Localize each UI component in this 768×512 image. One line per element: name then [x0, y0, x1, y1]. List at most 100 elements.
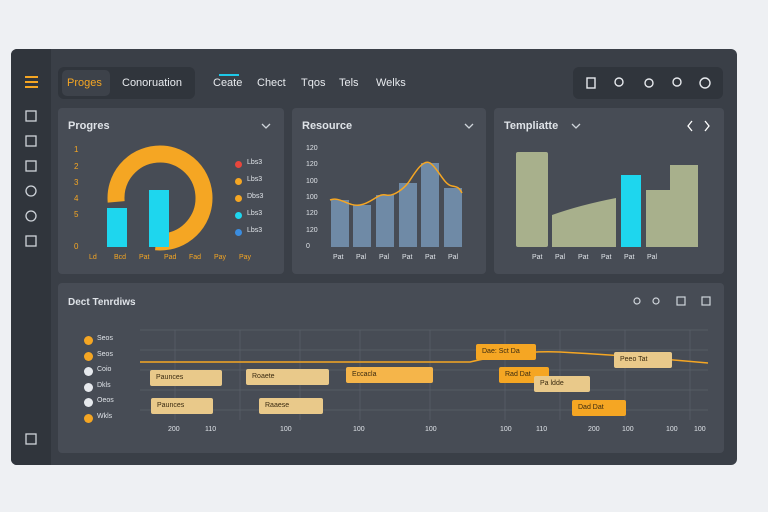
x-label: Pat — [425, 254, 436, 261]
legend-dot — [84, 351, 93, 361]
legend-dot — [84, 382, 93, 392]
toolbar — [573, 67, 723, 99]
legend-label: Lbs3 — [247, 159, 263, 166]
callout[interactable]: Roaete — [246, 369, 329, 385]
legend-dot — [84, 413, 93, 423]
nav-tab[interactable]: Ceate — [213, 77, 243, 89]
template-bars — [516, 152, 698, 247]
x-label: Pal — [555, 254, 566, 261]
x-label: 100 — [425, 426, 437, 433]
y-label: 2 — [74, 162, 79, 171]
callout[interactable]: Raaese — [259, 398, 323, 414]
callout[interactable]: Paunces — [150, 370, 222, 386]
legend-label: Seos — [97, 350, 113, 358]
y-label: 120 — [306, 145, 318, 152]
bar — [621, 175, 641, 247]
y-label: 100 — [306, 193, 318, 201]
y-label: 120 — [306, 161, 318, 169]
legend-label: Oeos — [97, 397, 114, 404]
legend-label: Seos — [97, 335, 113, 342]
nav-tab[interactable]: Conoruation — [122, 77, 182, 89]
x-label: 100 — [280, 426, 292, 433]
legend-label: Lbs3 — [247, 176, 263, 183]
legend-dot — [84, 336, 93, 345]
bar — [149, 190, 169, 247]
legend-label: Dkls — [97, 381, 111, 389]
menu-icon[interactable] — [25, 76, 38, 88]
active-tab[interactable] — [62, 70, 110, 96]
nav-tab[interactable]: Tels — [339, 77, 359, 89]
legend-dot — [235, 178, 242, 185]
panel-title: Dect Tenrdiws — [68, 297, 136, 308]
x-label: Pal — [379, 254, 390, 261]
y-label: 4 — [74, 194, 79, 203]
x-label: Pay — [214, 254, 227, 261]
panel-title: Resource — [302, 120, 353, 132]
y-label: 120 — [306, 210, 318, 218]
nav-tab[interactable]: Proges — [67, 77, 102, 89]
y-label: 5 — [74, 210, 79, 219]
resource-line — [329, 161, 463, 206]
x-label: Pat — [601, 254, 612, 261]
legend-dot — [235, 229, 242, 236]
x-label: Pat — [578, 254, 589, 261]
legend-dot — [84, 398, 93, 407]
nav-tab[interactable]: Welks — [376, 77, 406, 89]
x-label: Pat — [624, 254, 635, 261]
y-label: 100 — [306, 177, 318, 185]
x-label: Pal — [356, 254, 367, 261]
x-label: Pal — [448, 254, 459, 261]
y-label: 0 — [74, 242, 79, 251]
x-label: Fad — [189, 254, 202, 261]
legend-label: Dbs3 — [247, 193, 264, 200]
legend-dot — [84, 367, 93, 376]
y-label: 0 — [306, 242, 310, 250]
legend-dot — [235, 195, 242, 202]
legend-label: Wkls — [97, 412, 113, 420]
callout[interactable]: Dae: Sct Da — [476, 344, 536, 360]
panel-title: Templiatte — [504, 120, 559, 132]
x-label: 100 — [694, 426, 706, 433]
x-label: 200 — [168, 426, 180, 433]
x-label: 100 — [500, 426, 512, 433]
x-label: 100 — [353, 426, 365, 433]
sidebar-icons[interactable] — [25, 110, 37, 445]
x-label: Pat — [532, 254, 543, 261]
x-label: Pad — [164, 254, 177, 261]
x-label: 110 — [205, 426, 217, 433]
legend-dot — [235, 212, 242, 219]
legend-label: Lbs3 — [247, 210, 263, 217]
callout[interactable]: Dad Dat — [572, 400, 626, 416]
nav-tab[interactable]: Tqos — [301, 77, 326, 89]
x-label: 110 — [536, 426, 548, 433]
y-label: 1 — [74, 145, 79, 154]
legend-label: Lbs3 — [247, 227, 263, 234]
chevrons[interactable] — [261, 120, 710, 132]
nav-tab[interactable]: Chect — [257, 77, 286, 89]
x-label: 200 — [588, 426, 600, 433]
callout[interactable]: Pa ldde — [534, 376, 590, 392]
x-label: Pay — [239, 254, 252, 261]
resource-bars — [331, 163, 462, 247]
y-label: 120 — [306, 226, 318, 234]
x-label: Bcd — [114, 254, 127, 261]
legend-label: Coio — [97, 366, 112, 373]
x-label: 100 — [622, 426, 634, 433]
x-label: Pat — [402, 254, 413, 261]
y-label: 3 — [74, 178, 79, 187]
callout[interactable]: Eccacla — [346, 367, 433, 383]
x-label: 100 — [666, 426, 678, 433]
bar — [107, 208, 127, 247]
legend-dot — [235, 161, 242, 168]
sidebar — [11, 49, 51, 465]
x-label: Ld — [89, 254, 97, 261]
toolbar-icons[interactable] — [586, 77, 711, 89]
x-label: Pat — [333, 254, 344, 261]
callout[interactable]: Paunces — [151, 398, 213, 414]
panel-title: Progres — [68, 120, 110, 132]
x-label: Pal — [647, 254, 658, 261]
timeline-icons[interactable] — [633, 296, 711, 306]
x-label: Pat — [139, 254, 150, 261]
callout[interactable]: Peeo Tat — [614, 352, 672, 368]
